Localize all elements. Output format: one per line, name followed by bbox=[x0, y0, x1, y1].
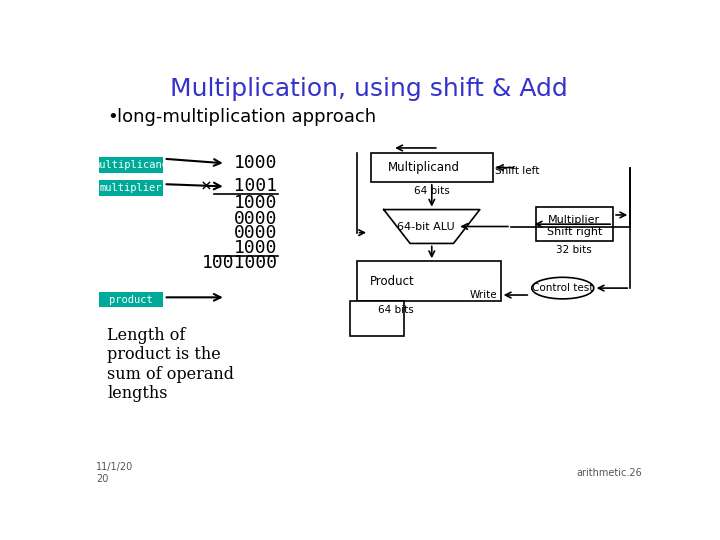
Polygon shape bbox=[384, 210, 480, 244]
Text: Shift left: Shift left bbox=[495, 166, 539, 177]
Text: 32 bits: 32 bits bbox=[557, 245, 593, 255]
Text: 1000: 1000 bbox=[234, 194, 277, 212]
Text: 64 bits: 64 bits bbox=[378, 306, 414, 315]
Text: 64 bits: 64 bits bbox=[414, 186, 450, 196]
Bar bbox=[536, 207, 613, 241]
Bar bbox=[350, 301, 404, 336]
Ellipse shape bbox=[532, 278, 594, 299]
Text: long-multiplication approach: long-multiplication approach bbox=[117, 108, 377, 126]
Text: 64-bit ALU: 64-bit ALU bbox=[397, 221, 454, 232]
Text: 0000: 0000 bbox=[234, 224, 277, 242]
Text: 0000: 0000 bbox=[234, 210, 277, 228]
Text: 1001000: 1001000 bbox=[202, 254, 277, 272]
Text: 11/1/20
20: 11/1/20 20 bbox=[96, 462, 133, 484]
Text: Shift right: Shift right bbox=[546, 227, 602, 237]
Text: arithmetic.26: arithmetic.26 bbox=[576, 468, 642, 478]
Text: •: • bbox=[107, 108, 118, 126]
Text: 1000: 1000 bbox=[234, 154, 277, 172]
Text: product: product bbox=[109, 295, 153, 305]
Text: Product: Product bbox=[370, 275, 415, 288]
Text: multiplicand: multiplicand bbox=[94, 160, 168, 170]
Text: Multiplication, using shift & Add: Multiplication, using shift & Add bbox=[170, 77, 568, 102]
Bar bbox=[371, 153, 493, 182]
Bar bbox=[357, 261, 500, 301]
Text: Multiplier: Multiplier bbox=[549, 214, 600, 225]
Bar bbox=[99, 180, 163, 195]
Text: Write: Write bbox=[470, 290, 498, 300]
Text: multiplier: multiplier bbox=[100, 183, 162, 193]
Text: 1000: 1000 bbox=[234, 239, 277, 257]
Text: Control test: Control test bbox=[532, 283, 593, 293]
Text: ×  1001: × 1001 bbox=[202, 178, 277, 195]
Text: Length of
product is the
sum of operand
lengths: Length of product is the sum of operand … bbox=[107, 327, 234, 402]
Bar bbox=[99, 157, 163, 173]
Text: Multiplicand: Multiplicand bbox=[388, 161, 460, 174]
Bar bbox=[99, 292, 163, 307]
